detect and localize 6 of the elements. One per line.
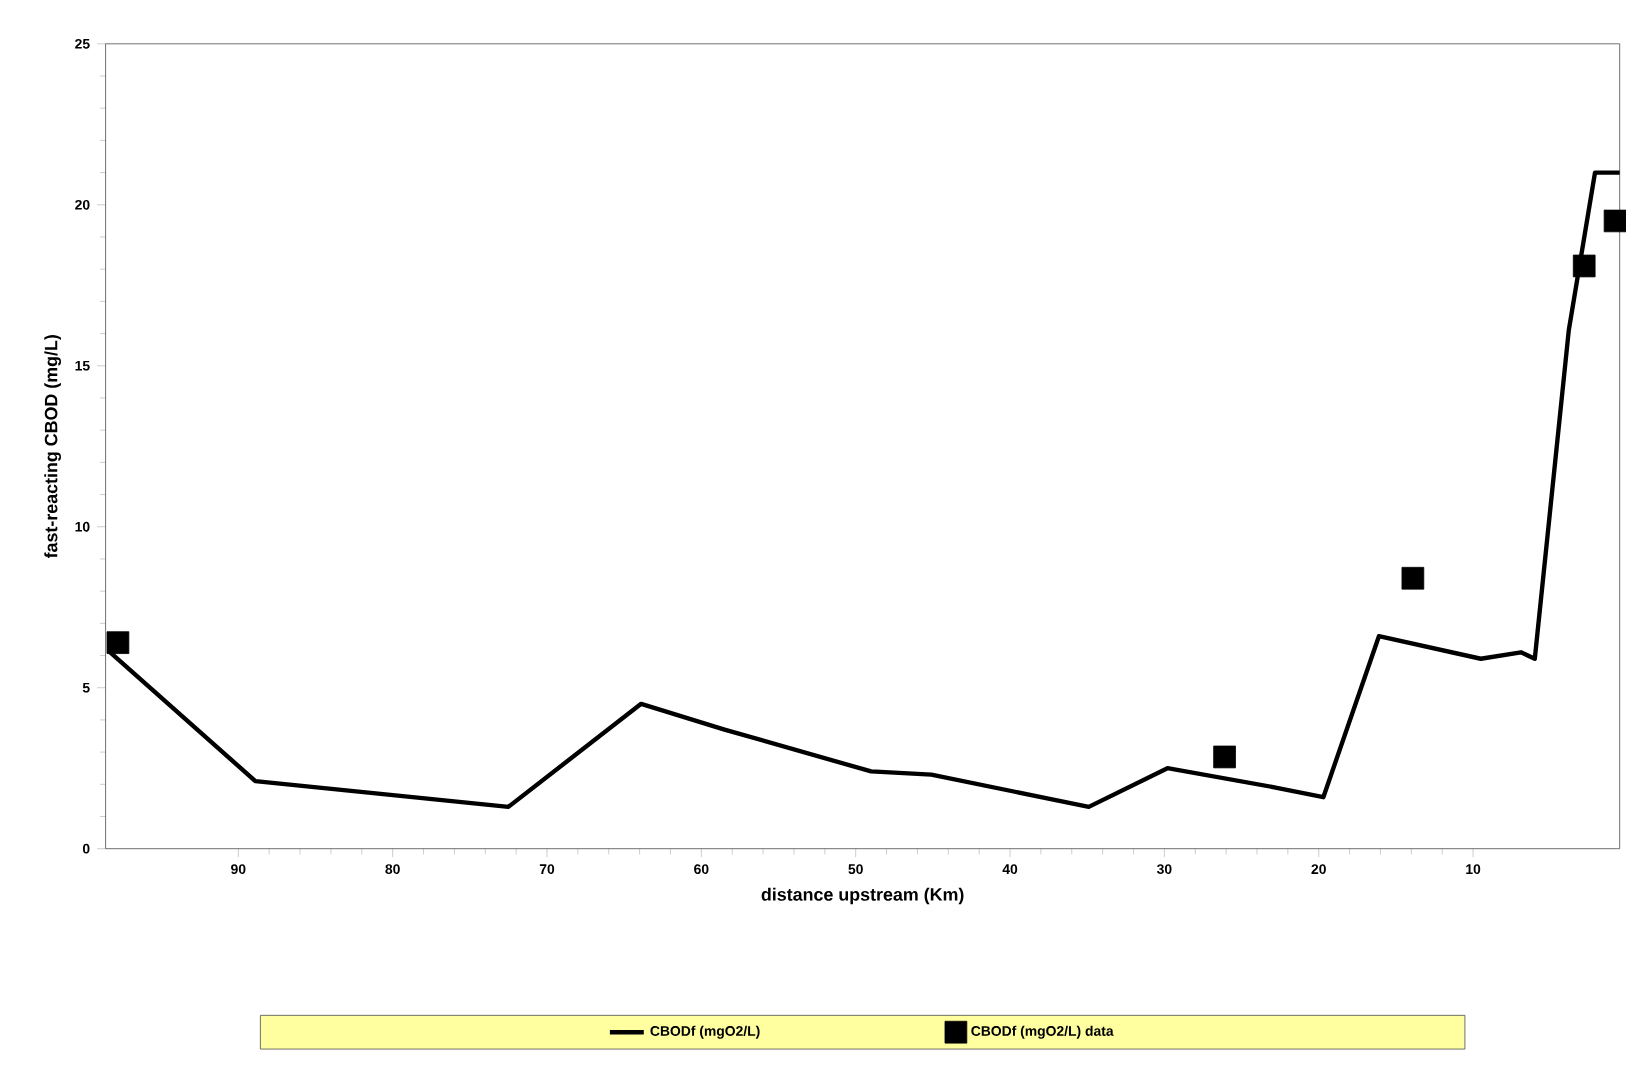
point: [1401, 567, 1425, 590]
x-axis-title: distance upstream (Km): [761, 887, 964, 905]
point: [106, 631, 130, 655]
y-axis-title: fast-reacting CBOD (mg/L): [44, 335, 62, 559]
point: [1572, 254, 1596, 278]
point: [1213, 745, 1236, 769]
